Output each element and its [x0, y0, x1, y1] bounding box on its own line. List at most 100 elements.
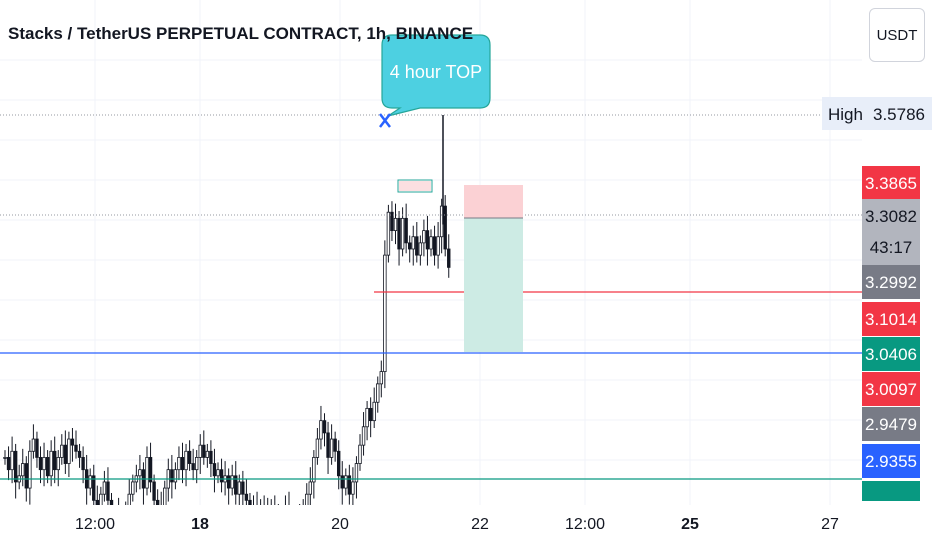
- candle-body: [351, 481, 355, 495]
- price-label[interactable]: 3.3865: [862, 166, 920, 200]
- candle-body: [219, 469, 224, 483]
- candle-body: [397, 217, 401, 250]
- price-label-bg: [862, 444, 920, 478]
- price-label-bg: [862, 372, 920, 406]
- candle-body: [319, 420, 323, 440]
- candle-body: [443, 205, 447, 250]
- candle-body: [131, 481, 135, 495]
- price-label[interactable]: 3.3082 43:17: [862, 199, 920, 265]
- candle-body: [106, 481, 110, 501]
- candle-body: [198, 444, 202, 458]
- candle-body: [38, 457, 43, 471]
- candle-body: [358, 444, 362, 464]
- candle-body: [308, 481, 312, 495]
- candle-body: [379, 371, 383, 385]
- price-label-value: 3.3082: [865, 207, 917, 226]
- candle-body: [77, 450, 82, 458]
- currency-button[interactable]: USDT: [869, 8, 925, 62]
- candle-body: [152, 481, 156, 501]
- candle-body: [209, 450, 213, 464]
- candle-body: [138, 469, 142, 477]
- candle-body: [241, 481, 245, 495]
- take-profit-zone[interactable]: [464, 218, 523, 352]
- candle-body: [216, 469, 220, 477]
- price-label-bg: [862, 265, 920, 299]
- candle-body: [344, 475, 348, 489]
- price-label[interactable]: 3.0406: [862, 337, 920, 371]
- price-label-partial: [862, 481, 920, 501]
- candle-body: [205, 450, 210, 458]
- candle-body: [202, 444, 206, 458]
- candle-body: [74, 444, 78, 452]
- candle-body: [173, 469, 178, 483]
- high-price-label: High 3.5786: [822, 97, 932, 130]
- short-position-tool[interactable]: [397, 179, 523, 352]
- time-axis-labels[interactable]: 12:00 18 20 22 12:00 25 27: [0, 505, 932, 550]
- price-label[interactable]: 3.2992: [862, 265, 920, 299]
- price-label[interactable]: 3.1014: [862, 302, 920, 336]
- candle-body: [6, 457, 11, 471]
- x-icon-stroke: [379, 113, 391, 128]
- price-label-bg: [862, 407, 920, 441]
- candle-body: [429, 236, 433, 250]
- candle-body: [21, 463, 25, 477]
- time-tick-label: 27: [821, 516, 839, 533]
- callout-label: 4 hour TOP: [390, 62, 482, 82]
- candle-body: [436, 236, 440, 256]
- candle-body: [45, 457, 50, 477]
- time-tick-label: 20: [331, 516, 349, 533]
- time-tick-label: 12:00: [75, 516, 115, 533]
- candle-body: [244, 493, 249, 501]
- stop-loss-zone[interactable]: [464, 185, 523, 218]
- price-label-value: 3.2992: [865, 273, 917, 292]
- candle-body: [177, 457, 181, 471]
- price-label-value: 3.0406: [865, 345, 917, 364]
- price-label[interactable]: 2.9479: [862, 407, 920, 441]
- horizontal-levels: [0, 114, 862, 480]
- candle-body: [322, 420, 327, 434]
- candle-body: [447, 248, 451, 268]
- candle-body: [92, 475, 96, 501]
- candle-body: [404, 217, 408, 244]
- candle-body: [49, 450, 53, 477]
- annotation-callout[interactable]: 4 hour TOP: [379, 34, 491, 128]
- candle-body: [383, 254, 387, 373]
- candle-body: [390, 211, 394, 232]
- price-axis-labels[interactable]: 3.3865 3.3082 43:17 3.2992 3.1014 3.0406 3.009…: [862, 166, 920, 501]
- price-label-value: 2.9355: [865, 452, 917, 471]
- price-label[interactable]: 3.0097: [862, 372, 920, 406]
- price-label[interactable]: 2.9355: [862, 444, 920, 478]
- candle-body: [361, 426, 366, 446]
- candle-body: [407, 242, 412, 250]
- candle-body: [305, 493, 309, 507]
- candle-body: [432, 236, 437, 256]
- price-label-value: 3.0097: [865, 380, 917, 399]
- candle-body: [24, 463, 28, 489]
- candle-body: [53, 450, 57, 471]
- candle-body: [418, 242, 423, 256]
- candle-body: [35, 438, 39, 458]
- candle-body: [333, 438, 337, 452]
- callout-bubble[interactable]: [381, 34, 491, 117]
- candle-body: [70, 438, 75, 446]
- time-tick-label: 25: [681, 516, 699, 533]
- candle-body: [10, 450, 14, 471]
- candle-body: [368, 407, 373, 422]
- candle-body: [42, 457, 46, 471]
- candle-body: [226, 475, 231, 489]
- price-label-bg: [862, 199, 920, 265]
- candle-body: [60, 444, 64, 458]
- small-box-fill: [399, 181, 431, 191]
- candle-body: [237, 481, 241, 495]
- price-label-value: 3.3865: [865, 174, 917, 193]
- chart-title: Stacks / TetherUS PERPETUAL CONTRACT, 1h…: [8, 24, 474, 43]
- candle-body: [425, 230, 430, 250]
- candle-body: [63, 444, 68, 464]
- candle-body: [376, 383, 380, 403]
- candle-body: [81, 457, 85, 471]
- candle-body: [191, 463, 195, 471]
- candle-body: [67, 438, 71, 464]
- time-tick-label: 18: [191, 516, 209, 533]
- candle-body: [347, 475, 352, 495]
